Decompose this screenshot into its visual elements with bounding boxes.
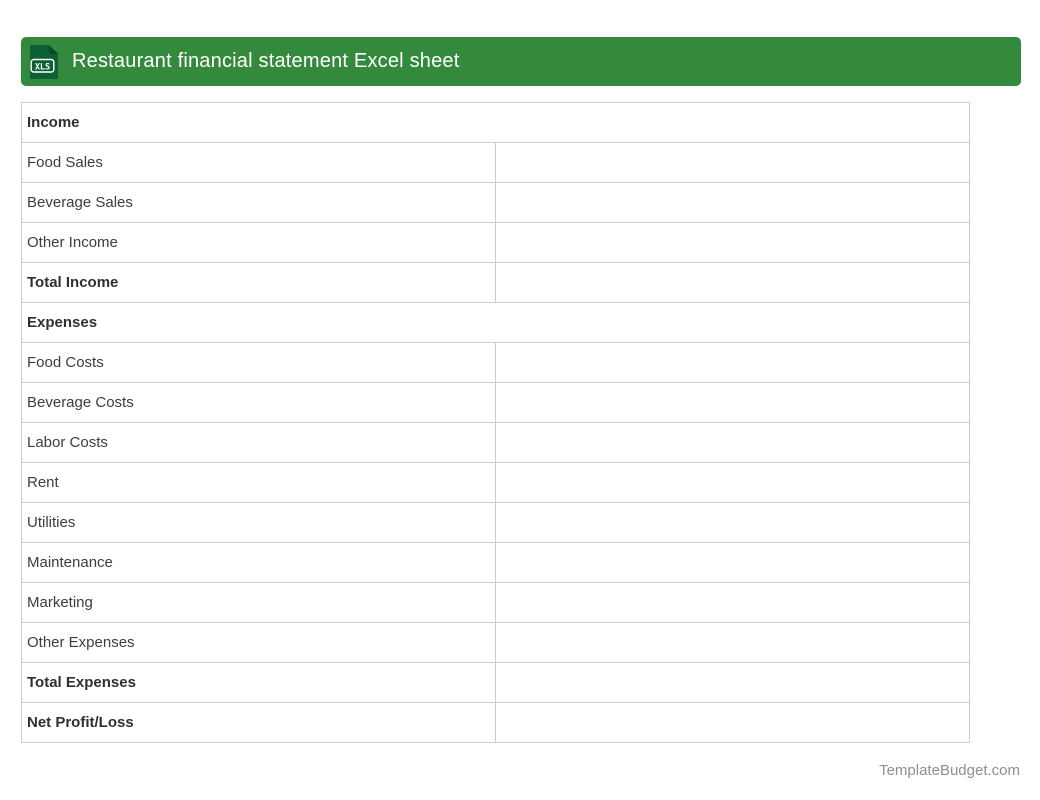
row-label: Total Expenses [21, 662, 496, 703]
row-label: Marketing [21, 582, 496, 623]
value-cell [495, 262, 970, 303]
value-cell [495, 222, 970, 263]
table-row: Beverage Costs [21, 382, 970, 423]
page-title: Restaurant financial statement Excel she… [72, 50, 460, 72]
xls-icon-label: XLS [35, 62, 50, 72]
row-label: Maintenance [21, 542, 496, 583]
value-cell [495, 662, 970, 703]
value-cell [495, 462, 970, 503]
value-cell [495, 182, 970, 223]
section-header: Expenses [21, 302, 970, 343]
row-label: Other Income [21, 222, 496, 263]
table-row-total: Total Expenses [21, 662, 970, 703]
row-label: Food Costs [21, 342, 496, 383]
row-label: Other Expenses [21, 622, 496, 663]
table-row: Beverage Sales [21, 182, 970, 223]
table-row: Marketing [21, 582, 970, 623]
site-credit-link[interactable]: TemplateBudget.com [879, 762, 1020, 779]
table-row: Labor Costs [21, 422, 970, 463]
value-cell [495, 142, 970, 183]
value-cell [495, 382, 970, 423]
value-cell [495, 622, 970, 663]
row-label: Utilities [21, 502, 496, 543]
table-row: Utilities [21, 502, 970, 543]
row-label: Beverage Costs [21, 382, 496, 423]
value-cell [495, 702, 970, 743]
value-cell [495, 502, 970, 543]
table-row: Food Sales [21, 142, 970, 183]
header-bar: XLS Restaurant financial statement Excel… [21, 37, 1021, 86]
table-row-total: Total Income [21, 262, 970, 303]
value-cell [495, 582, 970, 623]
table-row-section: Income [21, 102, 970, 143]
table-row: Other Income [21, 222, 970, 263]
section-header: Income [21, 102, 970, 143]
table-row-total: Net Profit/Loss [21, 702, 970, 743]
table-row-section: Expenses [21, 302, 970, 343]
table-row: Other Expenses [21, 622, 970, 663]
table-row: Rent [21, 462, 970, 503]
table-row: Maintenance [21, 542, 970, 583]
row-label: Labor Costs [21, 422, 496, 463]
xls-file-icon: XLS [30, 44, 58, 79]
row-label: Total Income [21, 262, 496, 303]
value-cell [495, 422, 970, 463]
value-cell [495, 542, 970, 583]
row-label: Beverage Sales [21, 182, 496, 223]
value-cell [495, 342, 970, 383]
row-label: Rent [21, 462, 496, 503]
row-label: Net Profit/Loss [21, 702, 496, 743]
row-label: Food Sales [21, 142, 496, 183]
table-row: Food Costs [21, 342, 970, 383]
financial-statement-table: Income Food Sales Beverage Sales Other I… [21, 102, 970, 743]
